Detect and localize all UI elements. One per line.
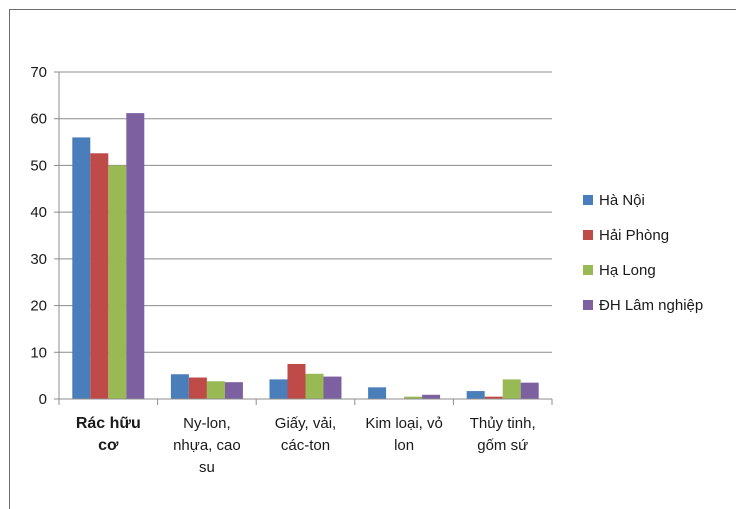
y-axis-tick-labels: 0 10 20 30 40 50 60 70 [30,64,47,408]
bar [305,373,324,399]
bar [126,113,145,399]
bar [108,165,127,399]
axes [58,72,553,405]
x-category-label: Giấy, vải, [275,415,336,432]
legend-label: Hà Nội [599,192,645,209]
y-tick-label: 10 [30,344,47,361]
legend-swatch [583,300,593,310]
bar [72,137,91,399]
legend: Hà Nội Hải Phòng Hạ Long ĐH Lâm nghiệp [583,192,703,314]
y-tick-label: 70 [30,64,47,81]
bar [422,394,441,399]
y-tick-label: 30 [30,251,47,268]
y-tick-label: 20 [30,298,47,315]
x-category-label: Ny-lon, [183,415,231,432]
bar-chart: 0 10 20 30 40 50 60 70 Rác hữu cơ Ny-lon, nhựa, ca… [30,64,703,476]
bar [466,391,485,399]
bar [287,363,306,399]
y-tick-label: 60 [30,111,47,128]
bar [224,382,243,399]
x-category-label: Rác hữu [76,415,141,432]
bar [323,376,342,399]
chart-frame [9,9,736,509]
bar [90,153,109,399]
x-category-label: Kim loại, vỏ [365,415,443,432]
bars [72,113,539,399]
bar [188,377,207,399]
bar [368,387,387,399]
x-axis-category-labels: Rác hữu cơ Ny-lon, nhựa, cao su Giấy, vải, các… [76,415,536,476]
bar [520,382,539,399]
x-category-label: lon [394,437,414,454]
x-category-label: cơ [98,437,119,454]
legend-label: Hạ Long [599,262,656,279]
legend-swatch [583,195,593,205]
bar [269,379,288,399]
x-category-label: gốm sứ [477,437,528,454]
y-tick-label: 50 [30,157,47,174]
bar [170,374,189,399]
legend-label: Hải Phòng [599,227,669,244]
legend-swatch [583,230,593,240]
x-category-label: su [199,459,215,476]
x-category-label: nhựa, cao [173,437,241,454]
legend-label: ĐH Lâm nghiệp [599,297,703,314]
legend-swatch [583,265,593,275]
y-tick-label: 40 [30,204,47,221]
x-category-label: Thủy tinh, [470,415,536,432]
bar [404,396,423,399]
bar [502,379,521,399]
x-category-label: các-ton [281,437,330,454]
y-tick-label: 0 [39,391,47,408]
bar [206,381,225,399]
bar [484,396,503,399]
